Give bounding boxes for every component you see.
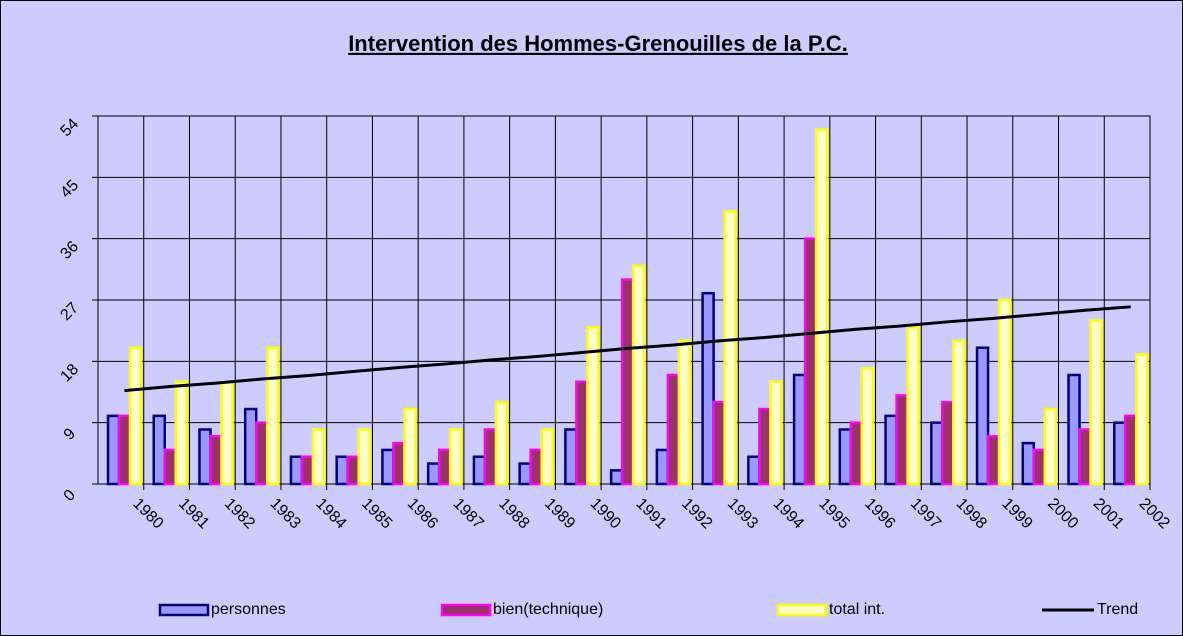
bar [1067,373,1081,486]
bar [209,435,223,486]
bar [803,237,818,486]
bar [311,428,326,486]
bar [518,462,532,486]
bar [472,455,487,486]
bar [769,380,783,486]
bar [128,346,143,486]
bar [117,414,132,486]
legend-swatch [158,603,210,617]
bar [758,407,772,486]
bar [1124,414,1138,486]
bar [254,421,269,486]
bar [381,448,395,486]
legend-label: Trend [1097,601,1138,618]
bar [448,428,463,486]
bar [426,462,441,486]
bar [357,428,371,486]
legend-swatch [440,603,492,617]
bar [930,421,944,486]
bar [437,448,452,486]
bar [941,400,955,486]
bar [346,455,360,486]
bar [723,210,737,486]
bar [677,339,692,486]
legend-label: total int. [829,601,885,618]
legend-swatch [776,603,828,617]
bar [906,326,920,486]
bar [1135,353,1149,486]
bar [174,380,188,486]
bar [586,326,600,486]
bar [860,366,875,486]
bar [986,435,1001,486]
bar [1032,448,1047,486]
bar [997,298,1012,486]
bar [1021,441,1036,486]
trend-line [124,305,1131,393]
bar [289,455,304,486]
bar [701,291,715,486]
bar [849,421,864,486]
bar [792,373,807,486]
bar [540,428,554,486]
bar [666,373,681,486]
bar [1078,428,1092,486]
bar [403,407,417,486]
bar [494,400,509,486]
bar [1113,421,1127,486]
bar [1043,407,1058,486]
bar [655,448,670,486]
legend-label: bien(technique) [493,601,603,618]
bar [106,414,121,486]
bar [529,448,543,486]
bar [575,380,589,486]
bar [243,407,258,486]
bar [838,428,853,486]
bar [814,128,829,486]
bar [265,346,280,486]
bar [631,264,646,486]
bar [564,428,578,486]
bar [392,441,406,486]
bar [975,346,990,486]
chart-title: Intervention des Hommes-Grenouilles de l… [348,31,848,56]
bar [895,394,909,486]
bar [198,428,212,486]
bar [712,400,726,486]
bar [884,414,898,486]
bar [952,339,966,486]
bar [483,428,498,486]
bar [609,469,624,486]
legend-label: personnes [211,601,286,618]
bar [620,278,635,486]
bar [163,448,177,486]
bar [747,455,761,486]
bar [152,414,166,486]
bar [335,455,349,486]
bar [220,380,234,486]
bar [1089,319,1103,486]
bar [300,455,315,486]
